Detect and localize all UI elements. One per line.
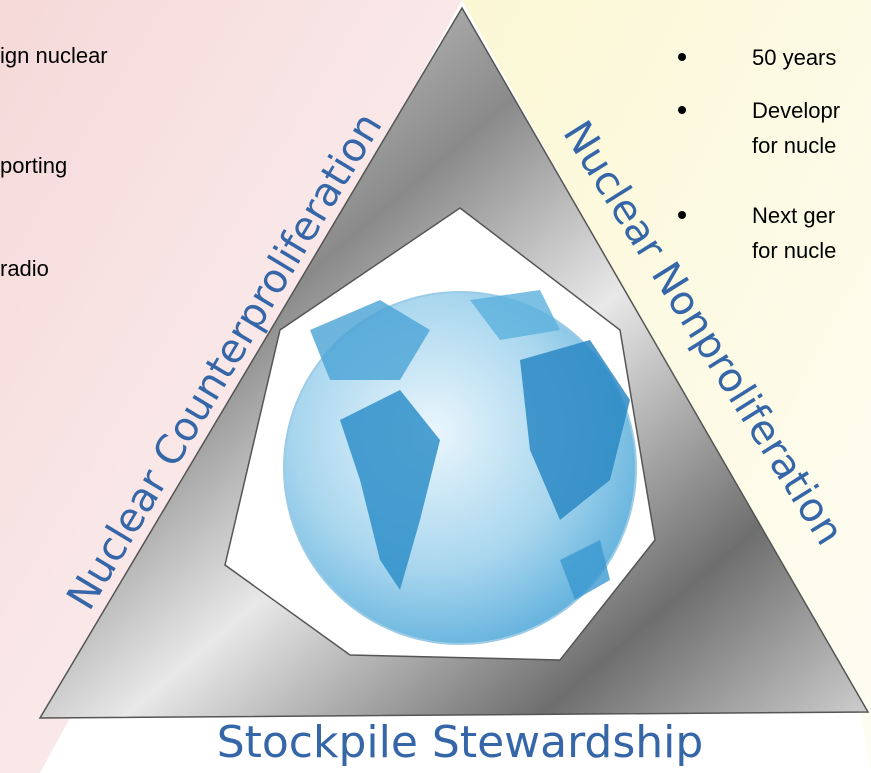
bullet-text: for nucle bbox=[752, 133, 836, 158]
bullet bbox=[678, 106, 686, 114]
bullet bbox=[678, 53, 686, 61]
bullet-text: Next ger bbox=[752, 203, 835, 228]
bullet-text: for nucle bbox=[752, 238, 836, 263]
bullet-text: 50 years bbox=[752, 45, 836, 70]
left-background bbox=[0, 0, 462, 773]
right-background bbox=[462, 0, 871, 773]
bullet bbox=[678, 211, 686, 219]
bullet-text: Developr bbox=[752, 98, 840, 123]
left-text: ign nuclear bbox=[0, 43, 108, 68]
bottom-label: Stockpile Stewardship bbox=[217, 717, 704, 768]
left-text: radio bbox=[0, 256, 49, 281]
right-bullets: 50 years Developr for nucle Next ger for… bbox=[678, 45, 840, 263]
globe bbox=[283, 290, 637, 645]
left-text: porting bbox=[0, 153, 67, 178]
